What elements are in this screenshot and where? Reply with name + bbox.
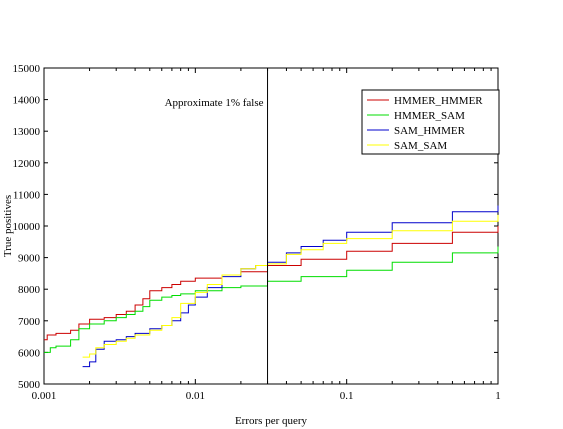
series-line-hmmer-hmmer: [44, 226, 499, 341]
legend: HMMER_HMMER HMMER_SAM SAM_HMMER SAM_SAM: [361, 89, 500, 155]
x-tick-label: 0.1: [340, 390, 354, 402]
y-tick-label: 11000: [13, 189, 41, 201]
y-tick-label: 12000: [13, 158, 41, 170]
x-axis-label: Errors per query: [235, 415, 308, 427]
annotation-layer: Approximate 1% false: [165, 68, 269, 384]
x-tick-label: 0.001: [32, 390, 57, 402]
series-line-sam-sam: [82, 214, 499, 358]
threshold-annotation: Approximate 1% false: [165, 97, 264, 109]
x-axis: 0.001 0.01 0.1 1: [32, 68, 501, 402]
x-tick-label: 0.01: [186, 390, 205, 402]
y-tick-label: 6000: [18, 347, 41, 359]
y-tick-label: 10000: [13, 221, 41, 233]
y-tick-label: 15000: [13, 63, 41, 75]
series-line-sam-hmmer: [82, 205, 499, 368]
legend-label-sam-sam: SAM_SAM: [394, 140, 447, 152]
x-tick-label: 1: [495, 390, 501, 402]
y-tick-label: 9000: [18, 253, 41, 265]
y-tick-label: 14000: [13, 95, 41, 107]
y-tick-label: 13000: [13, 126, 41, 138]
y-tick-label: 7000: [18, 316, 41, 328]
legend-label-sam-hmmer: SAM_HMMER: [394, 125, 466, 137]
series-layer: [44, 205, 499, 368]
y-tick-label: 8000: [18, 284, 41, 296]
series-line-hmmer-sam: [44, 246, 499, 353]
y-axis-label: True positives: [2, 195, 14, 257]
legend-label-hmmer-hmmer: HMMER_HMMER: [394, 95, 483, 107]
y-tick-label: 5000: [18, 379, 41, 391]
legend-box: [361, 89, 500, 155]
y-axis: 5000 6000 7000 8000 9000 10000 11000 12000 13000…: [13, 63, 498, 391]
legend-label-hmmer-sam: HMMER_SAM: [394, 110, 465, 122]
